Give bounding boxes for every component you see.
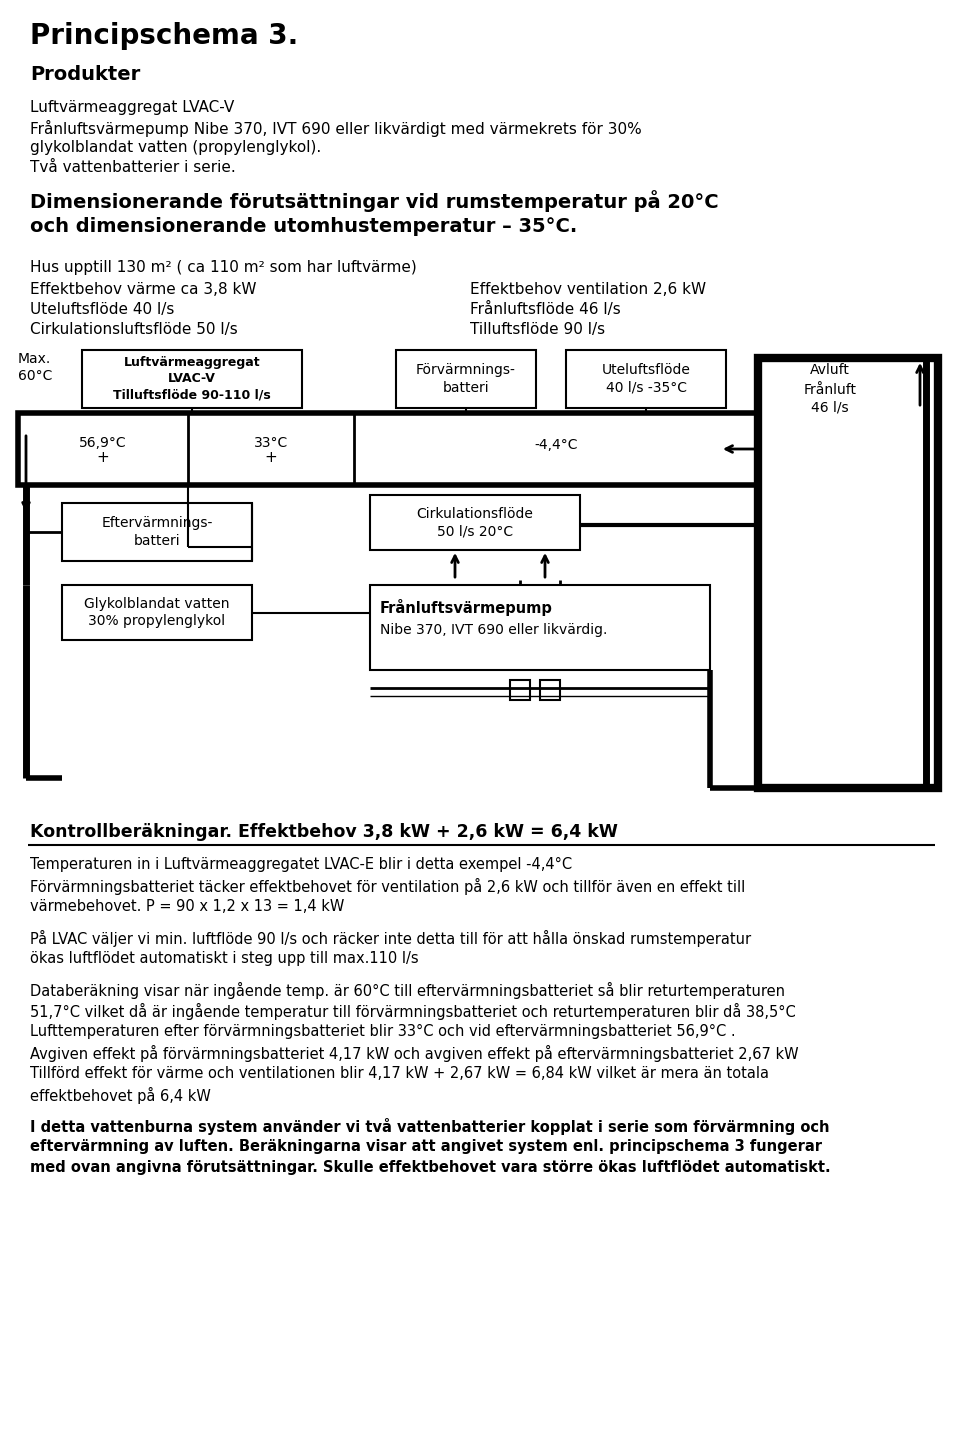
Text: +: + [97,450,109,464]
Text: Temperaturen in i Luftvärmeaggregatet LVAC-E blir i detta exempel -4,4°C: Temperaturen in i Luftvärmeaggregatet LV… [30,857,572,872]
Text: Effektbehov ventilation 2,6 kW: Effektbehov ventilation 2,6 kW [470,283,707,297]
Text: effektbehovet på 6,4 kW: effektbehovet på 6,4 kW [30,1087,211,1105]
Bar [540,681,560,699]
Text: Luftvärmeaggregat
LVAC-V
Tilluftsflöde 90-110 l/s: Luftvärmeaggregat LVAC-V Tilluftsflöde 9… [113,356,271,402]
Text: Lufttemperaturen efter förvärmningsbatteriet blir 33°C och vid eftervärmningsbat: Lufttemperaturen efter förvärmningsbatte… [30,1024,735,1040]
Text: Avluft: Avluft [810,363,850,376]
Text: Produkter: Produkter [30,65,140,84]
Text: Glykolblandat vatten
30% propylenglykol: Glykolblandat vatten 30% propylenglykol [84,597,229,629]
Bar [396,350,536,408]
Bar [566,350,726,408]
Text: I detta vattenburna system använder vi två vattenbatterier kopplat i serie som f: I detta vattenburna system använder vi t… [30,1118,829,1135]
Bar [18,412,758,485]
Text: Databeräkning visar när ingående temp. är 60°C till eftervärmningsbatteriet så b: Databeräkning visar när ingående temp. ä… [30,982,785,999]
Text: Luftvärmeaggregat LVAC-V: Luftvärmeaggregat LVAC-V [30,99,234,115]
Text: Hus upptill 130 m² ( ca 110 m² som har luftvärme): Hus upptill 130 m² ( ca 110 m² som har l… [30,260,417,275]
Text: 51,7°C vilket då är ingående temperatur till förvärmningsbatteriet och returtemp: 51,7°C vilket då är ingående temperatur … [30,1004,796,1019]
Text: +: + [265,450,277,464]
Text: med ovan angivna förutsättningar. Skulle effektbehovet vara större ökas luftflöd: med ovan angivna förutsättningar. Skulle… [30,1159,830,1175]
Bar [370,495,580,549]
Text: glykolblandat vatten (propylenglykol).: glykolblandat vatten (propylenglykol). [30,140,322,154]
Text: Cirkulationsluftsflöde 50 l/s: Cirkulationsluftsflöde 50 l/s [30,322,238,337]
Text: Frånluftsvärmepump Nibe 370, IVT 690 eller likvärdigt med värmekrets för 30%: Frånluftsvärmepump Nibe 370, IVT 690 ell… [30,120,641,137]
Text: Principschema 3.: Principschema 3. [30,22,299,50]
Text: Uteluftsflöde 40 l/s: Uteluftsflöde 40 l/s [30,301,175,317]
Bar [510,681,530,699]
Text: Nibe 370, IVT 690 eller likvärdig.: Nibe 370, IVT 690 eller likvärdig. [380,623,608,637]
Bar [370,585,710,671]
Bar [760,358,900,382]
Text: Frånluft
46 l/s: Frånluft 46 l/s [804,384,856,415]
Bar [758,358,938,787]
Text: Cirkulationsflöde
50 l/s 20°C: Cirkulationsflöde 50 l/s 20°C [417,506,534,538]
Text: Tilluftsflöde 90 l/s: Tilluftsflöde 90 l/s [470,322,605,337]
Text: Frånluftsflöde 46 l/s: Frånluftsflöde 46 l/s [470,301,621,317]
Text: Uteluftsflöde
40 l/s -35°C: Uteluftsflöde 40 l/s -35°C [602,363,690,395]
Text: Tillförd effekt för värme och ventilationen blir 4,17 kW + 2,67 kW = 6,84 kW vil: Tillförd effekt för värme och ventilatio… [30,1066,769,1082]
Text: Eftervärmnings-
batteri: Eftervärmnings- batteri [102,516,213,548]
Bar [62,503,252,561]
Text: 56,9°C: 56,9°C [79,435,127,450]
Bar [760,382,900,415]
Text: Frånluftsvärmepump: Frånluftsvärmepump [380,598,553,616]
Text: Förvärmnings-
batteri: Förvärmnings- batteri [416,363,516,395]
Text: Kontrollberäkningar. Effektbehov 3,8 kW + 2,6 kW = 6,4 kW: Kontrollberäkningar. Effektbehov 3,8 kW … [30,823,618,841]
Text: Max.
60°C: Max. 60°C [18,352,53,384]
Bar [62,585,252,640]
Text: Effektbehov värme ca 3,8 kW: Effektbehov värme ca 3,8 kW [30,283,256,297]
Text: -4,4°C: -4,4°C [535,438,578,451]
Text: ökas luftflödet automatiskt i steg upp till max.110 l/s: ökas luftflödet automatiskt i steg upp t… [30,952,419,966]
Text: Två vattenbatterier i serie.: Två vattenbatterier i serie. [30,160,236,174]
Text: På LVAC väljer vi min. luftflöde 90 l/s och räcker inte detta till för att hålla: På LVAC väljer vi min. luftflöde 90 l/s … [30,930,751,947]
Text: värmebehovet. P = 90 x 1,2 x 13 = 1,4 kW: värmebehovet. P = 90 x 1,2 x 13 = 1,4 kW [30,898,345,914]
Text: 33°C: 33°C [253,435,288,450]
Bar [82,350,302,408]
Text: Förvärmningsbatteriet täcker effektbehovet för ventilation på 2,6 kW och tillför: Förvärmningsbatteriet täcker effektbehov… [30,878,745,895]
Text: eftervärmning av luften. Beräkningarna visar att angivet system enl. principsche: eftervärmning av luften. Beräkningarna v… [30,1139,822,1154]
Text: Avgiven effekt på förvärmningsbatteriet 4,17 kW och avgiven effekt på eftervärmn: Avgiven effekt på förvärmningsbatteriet … [30,1045,799,1061]
Text: Dimensionerande förutsättningar vid rumstemperatur på 20°C
och dimensionerande u: Dimensionerande förutsättningar vid rums… [30,190,719,236]
